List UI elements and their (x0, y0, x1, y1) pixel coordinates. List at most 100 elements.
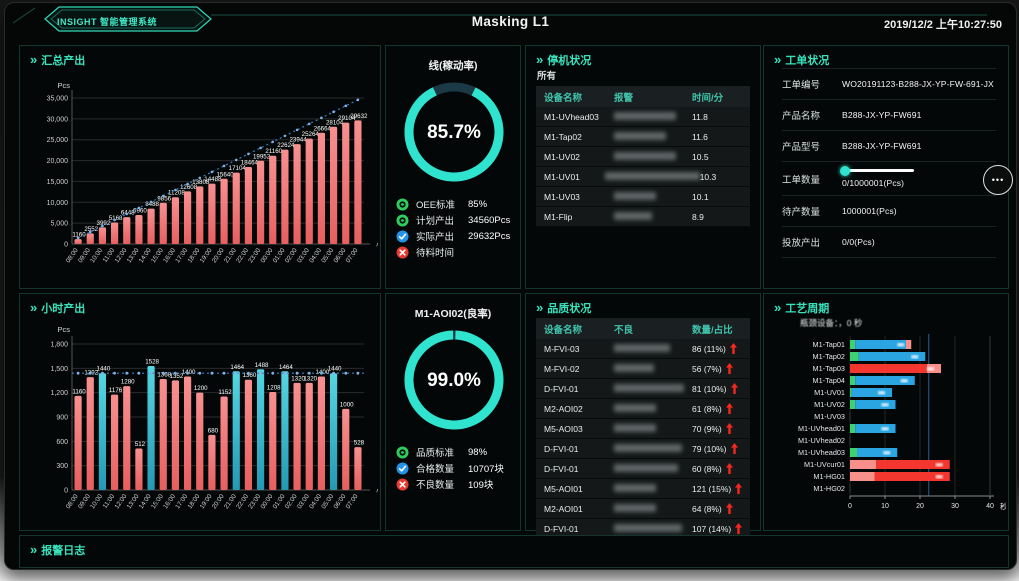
work-order-row: 待产数量 1000001(Pcs) (782, 196, 996, 227)
svg-text:1528: 1528 (145, 359, 159, 366)
device-name: M1-UVhead03 (544, 111, 599, 122)
svg-text:1152: 1152 (218, 389, 232, 396)
chevrons-icon: » (30, 51, 38, 67)
svg-text:M1-HG01: M1-HG01 (813, 472, 845, 481)
redacted-text (614, 191, 692, 202)
field-value: B288-JX-YP-FW691 (842, 141, 922, 151)
panel-title-text: 汇总产出 (41, 55, 86, 67)
device-name: M2-AOI01 (544, 503, 583, 514)
svg-text:19952: 19952 (253, 153, 271, 160)
table-row: M1-UV01 10.3 (536, 167, 750, 187)
panel-yield-donut: M1-AOI02(良率) 99.0% 品质标准 98% 合格数量 10707块 不良数量… (385, 293, 521, 531)
work-order-row: 产品名称 B288-JX-YP-FW691 (782, 100, 996, 131)
value-text: 121 (15%) (692, 483, 732, 494)
field-value: 0/1000001(Pcs) (842, 178, 905, 188)
table-row: D-FVI-01 60 (8%) (536, 459, 750, 479)
svg-text:1208: 1208 (267, 385, 281, 392)
device-name: M1-UV01 (544, 171, 580, 182)
blurred-value (604, 171, 700, 180)
device-name: M-FVI-02 (544, 363, 580, 374)
progress-bar[interactable] (840, 165, 914, 176)
value-cell: 64 (8%) (692, 503, 750, 514)
device-name: D-FVI-01 (544, 523, 579, 534)
panel-title-text: 报警日志 (41, 545, 86, 557)
svg-text:20,000: 20,000 (47, 158, 69, 165)
svg-text:6960: 6960 (133, 207, 147, 214)
svg-text:M1-HG02: M1-HG02 (813, 484, 845, 493)
legend-item: 不良数量 109块 (396, 476, 516, 492)
svg-text:10,000: 10,000 (47, 200, 69, 207)
yield-percent: 99.0% (427, 370, 481, 391)
chevrons-icon: » (774, 299, 782, 315)
field-label: 工单编号 (782, 80, 821, 91)
svg-text:1400: 1400 (182, 369, 196, 376)
legend-value: 98% (468, 446, 488, 458)
redacted-text (614, 363, 692, 374)
svg-text:0: 0 (848, 503, 852, 510)
blurred-value (614, 443, 682, 452)
downtime-filter[interactable]: 所有 (537, 71, 557, 82)
value-text: 11.6 (692, 131, 708, 142)
redacted-text (604, 171, 700, 182)
svg-text:5168: 5168 (109, 215, 123, 222)
table-row: M1-Flip 8.9 (536, 207, 750, 227)
process-cycle-chart: M1-Tap01 M1-Tap02 M1-Tap03 M1-Tap04 M1-UV01 M… (798, 334, 1006, 511)
yield-legend: 品质标准 98% 合格数量 10707块 不良数量 109块 (396, 444, 516, 492)
hourly-output-chart: 03006009001,2001,5001,800Pcs116008:00139… (50, 325, 378, 510)
value-text: 10.5 (692, 151, 709, 162)
value-cell: 10.5 (692, 152, 750, 162)
value-cell: 10.3 (700, 172, 750, 182)
blurred-value (614, 463, 678, 472)
header-decoration (12, 6, 987, 32)
trend-up-icon (735, 523, 743, 534)
redacted-text (614, 131, 692, 142)
svg-text:1176: 1176 (109, 387, 123, 394)
svg-text:13808: 13808 (192, 179, 210, 186)
value-text: 79 (10%) (692, 443, 727, 454)
donut-title: M1-AOI02(良率) (414, 308, 492, 320)
svg-text:M1-UVhead02: M1-UVhead02 (798, 436, 845, 445)
value-text: 56 (7%) (692, 363, 722, 374)
yield-donut-ring (404, 330, 504, 430)
svg-text:0: 0 (64, 242, 68, 249)
check-blue-icon (396, 230, 409, 243)
trend-up-icon (725, 503, 733, 514)
svg-text:25264: 25264 (302, 131, 320, 138)
field-value: B288-JX-YP-FW691 (842, 110, 922, 120)
panel-title-text: 小时产出 (41, 303, 86, 315)
more-button[interactable]: ••• (983, 165, 1013, 195)
oee-legend: OEE标准 85% 计划产出 34560Pcs 实际产出 29632Pcs 待料时间 (396, 196, 516, 260)
blurred-value (614, 483, 656, 492)
redacted-text (614, 211, 692, 222)
svg-text:20: 20 (916, 503, 924, 510)
svg-text:M1-UV03: M1-UV03 (814, 412, 845, 421)
svg-text:1440: 1440 (328, 366, 342, 373)
redacted-text (614, 483, 692, 494)
redacted-text (614, 443, 692, 454)
legend-label: OEE标准 (416, 200, 456, 211)
svg-text:1352: 1352 (170, 373, 184, 380)
work-order-row: 产品型号 B288-JX-YP-FW691 (782, 131, 996, 162)
redacted-text (614, 523, 692, 534)
svg-text:10:00: 10:00 (89, 493, 104, 510)
device-name: D-FVI-01 (544, 443, 579, 454)
progress-knob[interactable] (840, 165, 850, 176)
svg-text:30,000: 30,000 (47, 116, 69, 123)
legend-value: 10707块 (468, 464, 504, 475)
svg-text:1368: 1368 (157, 372, 171, 379)
panel-downtime-status: » 停机状况 所有 设备名称 报警 时间/分 M1-UVhead03 11.8 M1-Ta… (525, 45, 761, 289)
blurred-value (614, 131, 666, 140)
page-title: Masking L1 (471, 14, 550, 29)
column-header: 时间/分 (692, 92, 724, 104)
legend-value: 29632Pcs (468, 230, 511, 242)
svg-text:1400: 1400 (316, 369, 330, 376)
svg-text:5,000: 5,000 (50, 221, 68, 228)
chevrons-icon: » (536, 299, 544, 315)
svg-text:M1-UVcur01: M1-UVcur01 (804, 460, 845, 469)
svg-text:M1-UVhead03: M1-UVhead03 (798, 448, 845, 457)
svg-text:1,800: 1,800 (50, 342, 68, 349)
header: INSIGHT 智能管理系统 Masking L1 2019/12/2 上午10… (5, 3, 1016, 43)
yield-donut: 99.0% (398, 324, 510, 436)
device-name: M1-Flip (544, 211, 573, 222)
trend-up-icon (725, 463, 733, 474)
